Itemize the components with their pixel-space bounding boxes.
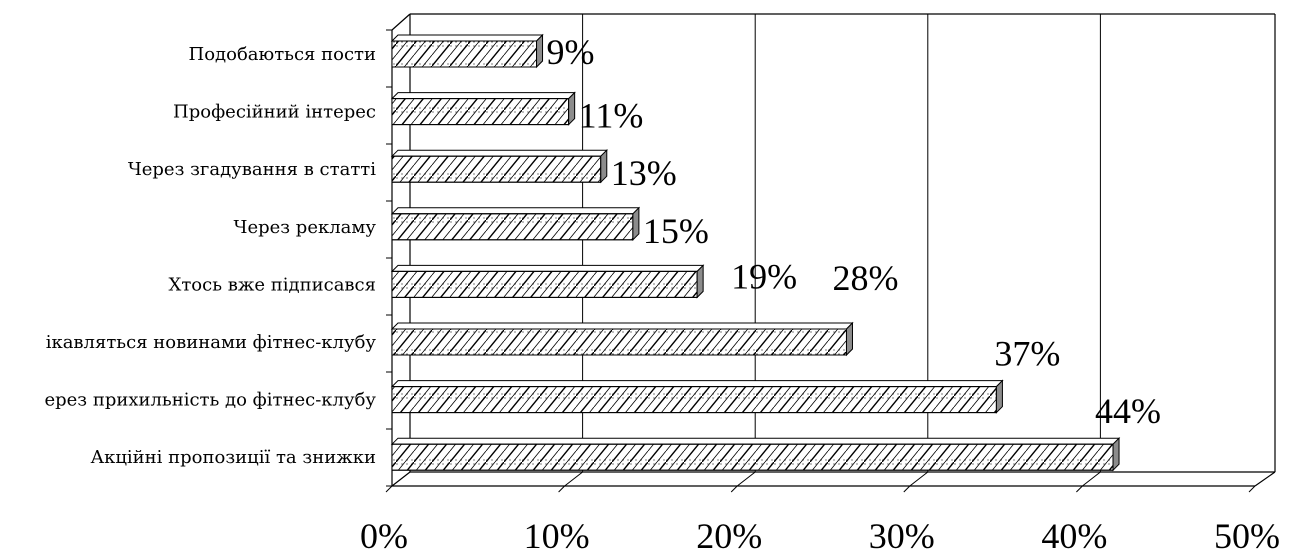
x-tick-mark <box>1076 485 1083 493</box>
x-tick-label: 30% <box>869 516 935 556</box>
bar-hatch <box>391 328 847 356</box>
bar-top-face <box>390 207 641 215</box>
gridline-floor <box>1082 471 1101 487</box>
bar-side-face <box>1112 436 1120 472</box>
bar-side-face <box>600 148 608 184</box>
bar-top-face <box>390 264 705 272</box>
bar-side-face <box>845 321 853 357</box>
bar-side-face <box>995 379 1003 414</box>
x-tick-label: 20% <box>696 516 762 556</box>
bar <box>390 264 705 299</box>
x-tick-mark <box>385 485 393 493</box>
gridline-floor <box>564 471 583 487</box>
bar <box>390 148 608 184</box>
category-label: Через згадування в статті <box>128 159 376 180</box>
category-label: Хтось вже підписався <box>169 274 377 295</box>
data-label: 13% <box>611 153 677 193</box>
category-label: Акційні пропозиції та знижки <box>90 447 376 468</box>
bar-side-face <box>568 91 576 126</box>
category-label: Професійний інтерес <box>173 102 376 123</box>
floor-right-edge <box>1254 471 1276 487</box>
left-wall-top-edge <box>391 13 411 31</box>
data-label: 19% <box>731 256 797 296</box>
category-label: Через рекламу <box>234 217 377 238</box>
x-tick-mark <box>730 485 738 493</box>
category-label: Подобаються пости <box>189 44 376 65</box>
data-label: 15% <box>643 211 709 251</box>
data-label: 9% <box>547 32 595 72</box>
bar <box>390 379 1004 414</box>
bar <box>390 206 641 242</box>
gridline-floor <box>909 471 929 487</box>
bar-hatch <box>391 98 570 126</box>
category-label: ерез прихильність до фітнес-клубу <box>44 390 376 411</box>
bar-side-face <box>632 206 640 242</box>
bar-hatch <box>391 386 997 414</box>
bar-hatch <box>391 155 602 183</box>
bar <box>390 91 576 126</box>
data-label: 44% <box>1095 391 1161 431</box>
x-tick-label: 10% <box>524 516 590 556</box>
bar <box>390 33 544 69</box>
bar-side-face <box>696 264 704 299</box>
bar-top-face <box>390 322 854 330</box>
bar-top-face <box>390 149 608 157</box>
bar-top-face <box>390 380 1004 388</box>
x-tick-label: 40% <box>1041 516 1107 556</box>
x-tick-mark <box>1248 485 1256 493</box>
data-label: 28% <box>832 258 898 298</box>
bar-top-face <box>390 437 1121 445</box>
x-tick-mark <box>558 485 565 493</box>
bar-hatch <box>391 270 698 298</box>
bar-hatch <box>391 443 1114 471</box>
x-tick-label: 50% <box>1214 516 1280 556</box>
floor-left-edge <box>391 471 411 487</box>
bar-top-face <box>390 34 544 42</box>
bar-hatch <box>391 40 538 68</box>
category-label: ікавляться новинами фітнес-клубу <box>46 332 377 353</box>
gridline-floor <box>736 471 756 487</box>
bar-hatch <box>391 213 634 241</box>
bar-side-face <box>536 33 544 69</box>
bar <box>390 436 1121 472</box>
x-tick-label: 0% <box>360 516 408 556</box>
data-label: 37% <box>994 334 1060 374</box>
bar <box>390 321 854 357</box>
x-tick-mark <box>903 485 911 493</box>
data-label: 11% <box>579 96 644 136</box>
bar-top-face <box>390 92 576 100</box>
